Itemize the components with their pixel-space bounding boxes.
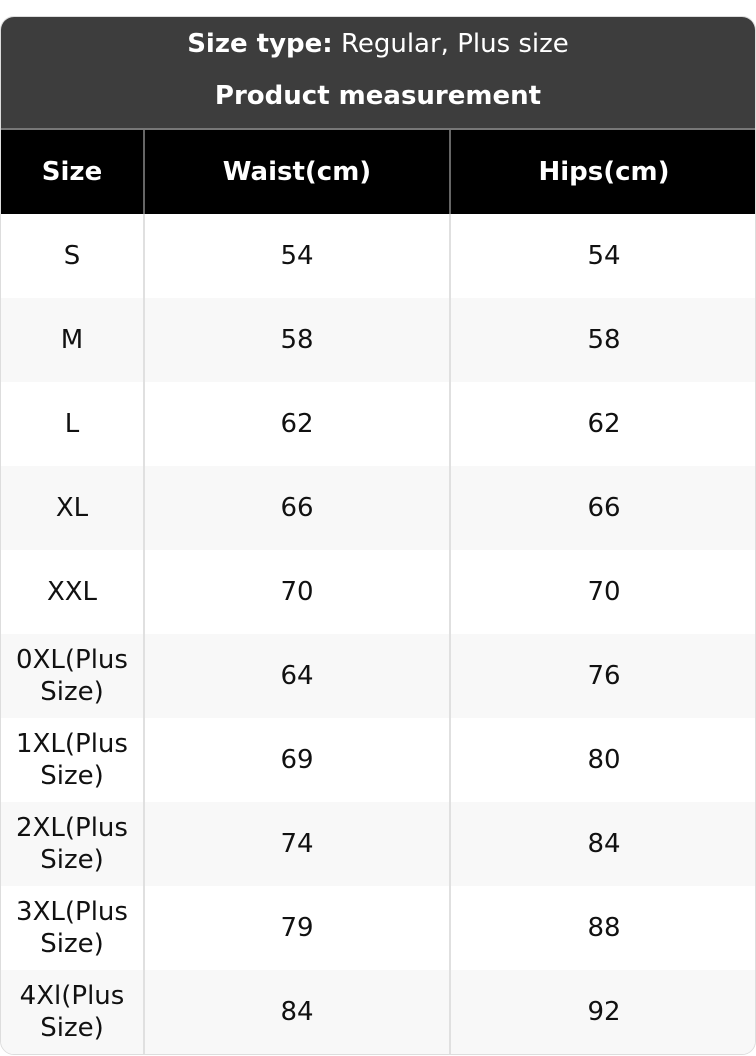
table-row: XXL 70 70	[1, 550, 755, 634]
hips-cell: 62	[449, 382, 755, 466]
table-row: 2XL(Plus Size) 74 84	[1, 802, 755, 886]
hips-cell: 54	[449, 214, 755, 298]
size-cell: 3XL(Plus Size)	[16, 897, 128, 959]
size-type: Size type: Regular, Plus size	[1, 17, 755, 73]
waist-cell: 64	[143, 634, 450, 718]
waist-cell: 79	[143, 886, 450, 970]
chart-header: Size type: Regular, Plus size Product me…	[1, 17, 755, 130]
waist-cell: 62	[143, 382, 450, 466]
size-cell: L	[64, 409, 80, 439]
chart-title: Product measurement	[214, 81, 542, 111]
size-cell: S	[63, 241, 81, 271]
table-row: XL 66 66	[1, 466, 755, 550]
size-cell: 0XL(Plus Size)	[1, 634, 144, 718]
hips-cell: 70	[449, 550, 755, 634]
column-header-hips: Hips(cm)	[449, 130, 755, 214]
size-type-label: Size type:	[187, 29, 333, 59]
header-row: Size Waist(cm) Hips(cm)	[1, 130, 755, 214]
hips-cell: 92	[449, 970, 755, 1054]
size-cell: 4Xl(Plus Size)	[1, 970, 144, 1054]
waist-cell: 69	[143, 718, 450, 802]
table-row: 3XL(Plus Size) 79 88	[1, 886, 755, 970]
size-cell: M	[1, 298, 144, 382]
size-cell: XL	[1, 466, 144, 550]
table-row: 4Xl(Plus Size) 84 92	[1, 970, 755, 1054]
size-cell: XXL	[46, 577, 98, 607]
table-row: S 54 54	[1, 214, 755, 298]
table-row: L 62 62	[1, 382, 755, 466]
column-header-waist: Waist(cm)	[143, 130, 450, 214]
size-cell: 1XL(Plus Size)	[16, 729, 128, 791]
size-chart: Size type: Regular, Plus size Product me…	[0, 16, 756, 1055]
waist-cell: 84	[143, 970, 450, 1054]
hips-cell: 58	[449, 298, 755, 382]
waist-cell: 70	[143, 550, 450, 634]
table-row: M 58 58	[1, 298, 755, 382]
hips-cell: 84	[449, 802, 755, 886]
table-row: 1XL(Plus Size) 69 80	[1, 718, 755, 802]
waist-cell: 54	[143, 214, 450, 298]
hips-cell: 76	[449, 634, 755, 718]
size-type-value: Regular, Plus size	[340, 29, 569, 59]
hips-cell: 66	[449, 466, 755, 550]
table-row: 0XL(Plus Size) 64 76	[1, 634, 755, 718]
waist-cell: 58	[143, 298, 450, 382]
hips-cell: 88	[449, 886, 755, 970]
hips-cell: 80	[449, 718, 755, 802]
waist-cell: 74	[143, 802, 450, 886]
size-cell: 2XL(Plus Size)	[1, 802, 144, 886]
column-header-size: Size	[1, 130, 144, 214]
waist-cell: 66	[143, 466, 450, 550]
measurement-table: Size Waist(cm) Hips(cm) S 54 54 M 58 58 L 62 62 X…	[1, 130, 755, 1054]
